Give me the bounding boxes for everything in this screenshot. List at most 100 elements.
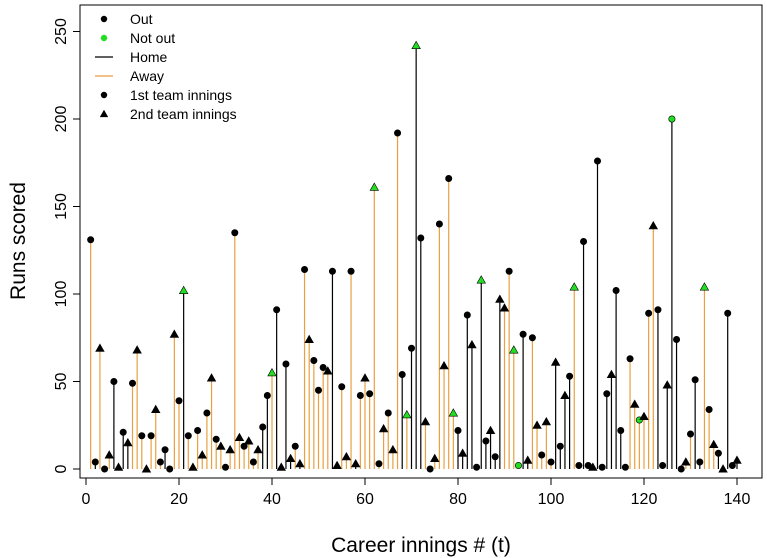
innings-point-124 [659,461,667,469]
innings-point-98 [538,451,546,459]
innings-point-41 [273,306,281,314]
innings-point-81 [457,448,468,457]
legend-swatch [100,34,108,42]
y-tick-label-50: 50 [53,373,70,391]
legend-swatch [100,15,108,23]
innings-point-1 [87,236,95,244]
innings-point-62 [369,182,380,191]
innings-point-126 [668,115,676,123]
innings-point-60 [360,373,370,382]
x-tick-label-20: 20 [170,491,188,508]
innings-point-87 [485,425,496,434]
innings-point-139 [728,461,736,469]
innings-point-102 [556,442,564,450]
innings-point-47 [301,265,309,273]
innings-point-37 [253,444,263,454]
innings-point-14 [147,432,155,440]
innings-point-67 [394,129,402,137]
innings-point-122 [648,220,659,230]
legend-label: Out [130,11,153,27]
innings-point-94 [519,330,527,338]
innings-point-109 [588,462,598,471]
innings-point-120 [639,411,649,420]
innings-point-107 [580,238,588,246]
innings-point-134 [705,405,713,413]
innings-point-55 [338,383,346,391]
innings-point-40 [267,367,277,377]
innings-point-77 [439,360,449,370]
innings-point-5 [104,450,114,459]
innings-point-103 [560,390,570,399]
innings-point-110 [593,157,601,165]
x-axis: 0 20 40 60 80 100 120 140 [82,478,751,508]
innings-point-21 [178,285,189,294]
x-tick-label-120: 120 [631,491,658,508]
innings-point-28 [212,435,220,443]
innings-point-9 [123,437,133,447]
innings-point-117 [626,355,634,363]
innings-point-59 [356,391,364,399]
innings-point-17 [161,446,169,454]
innings-point-4 [101,465,109,473]
innings-point-73 [420,416,431,426]
innings-point-29 [216,441,226,450]
innings-point-11 [132,345,142,354]
innings-point-22 [184,432,192,440]
innings-point-72 [417,234,425,242]
y-tick-label-200: 200 [53,106,70,133]
innings-point-128 [677,465,685,473]
innings-point-89 [495,294,505,303]
innings-point-88 [491,453,499,461]
innings-point-71 [411,40,421,49]
innings-point-57 [347,267,355,275]
legend-swatch [99,109,109,118]
y-axis-label: Runs scored [7,182,30,300]
innings-point-16 [156,458,164,466]
innings-point-99 [541,416,552,426]
innings-point-116 [621,463,629,471]
innings-point-23 [188,462,198,471]
innings-point-114 [612,286,620,294]
y-axis: 0 50 100 150 200 250 [53,18,80,473]
innings-point-100 [547,458,555,466]
innings-point-36 [249,458,257,466]
innings-point-86 [482,437,490,445]
innings-point-68 [398,370,406,378]
innings-point-39 [263,391,271,399]
innings-point-12 [138,432,146,440]
innings-point-76 [435,220,443,228]
innings-point-42 [276,462,287,471]
innings-point-15 [151,404,161,413]
innings-point-91 [505,267,513,275]
innings-point-44 [285,453,296,462]
innings-point-8 [119,428,127,436]
x-tick-label-80: 80 [449,491,467,508]
innings-point-61 [366,390,374,398]
innings-point-133 [699,282,710,291]
innings-point-13 [141,464,152,473]
y-tick-label-0: 0 [53,464,70,473]
legend-entry-2: Home [95,49,168,65]
innings-point-56 [341,451,352,461]
innings-point-84 [473,463,481,471]
innings-point-52 [323,366,333,375]
innings-point-74 [426,465,434,473]
innings-point-136 [714,449,722,457]
innings-point-26 [203,409,211,417]
y-tick-label-100: 100 [53,281,70,308]
x-tick-label-140: 140 [724,491,751,508]
innings-point-18 [166,465,174,473]
x-tick-label-60: 60 [356,491,374,508]
legend: Out Not out Home Away 1st team innings 2nd te… [95,11,237,122]
innings-point-97 [532,420,542,429]
plot-frame [79,4,763,479]
legend-entry-3: Away [95,68,164,84]
innings-points [87,40,742,473]
legend-label: Away [130,68,164,84]
innings-point-123 [654,306,662,314]
innings-point-69 [402,409,412,419]
innings-point-66 [388,444,398,454]
innings-point-125 [662,380,672,389]
innings-point-45 [291,442,299,450]
x-tick-label-100: 100 [538,491,565,508]
